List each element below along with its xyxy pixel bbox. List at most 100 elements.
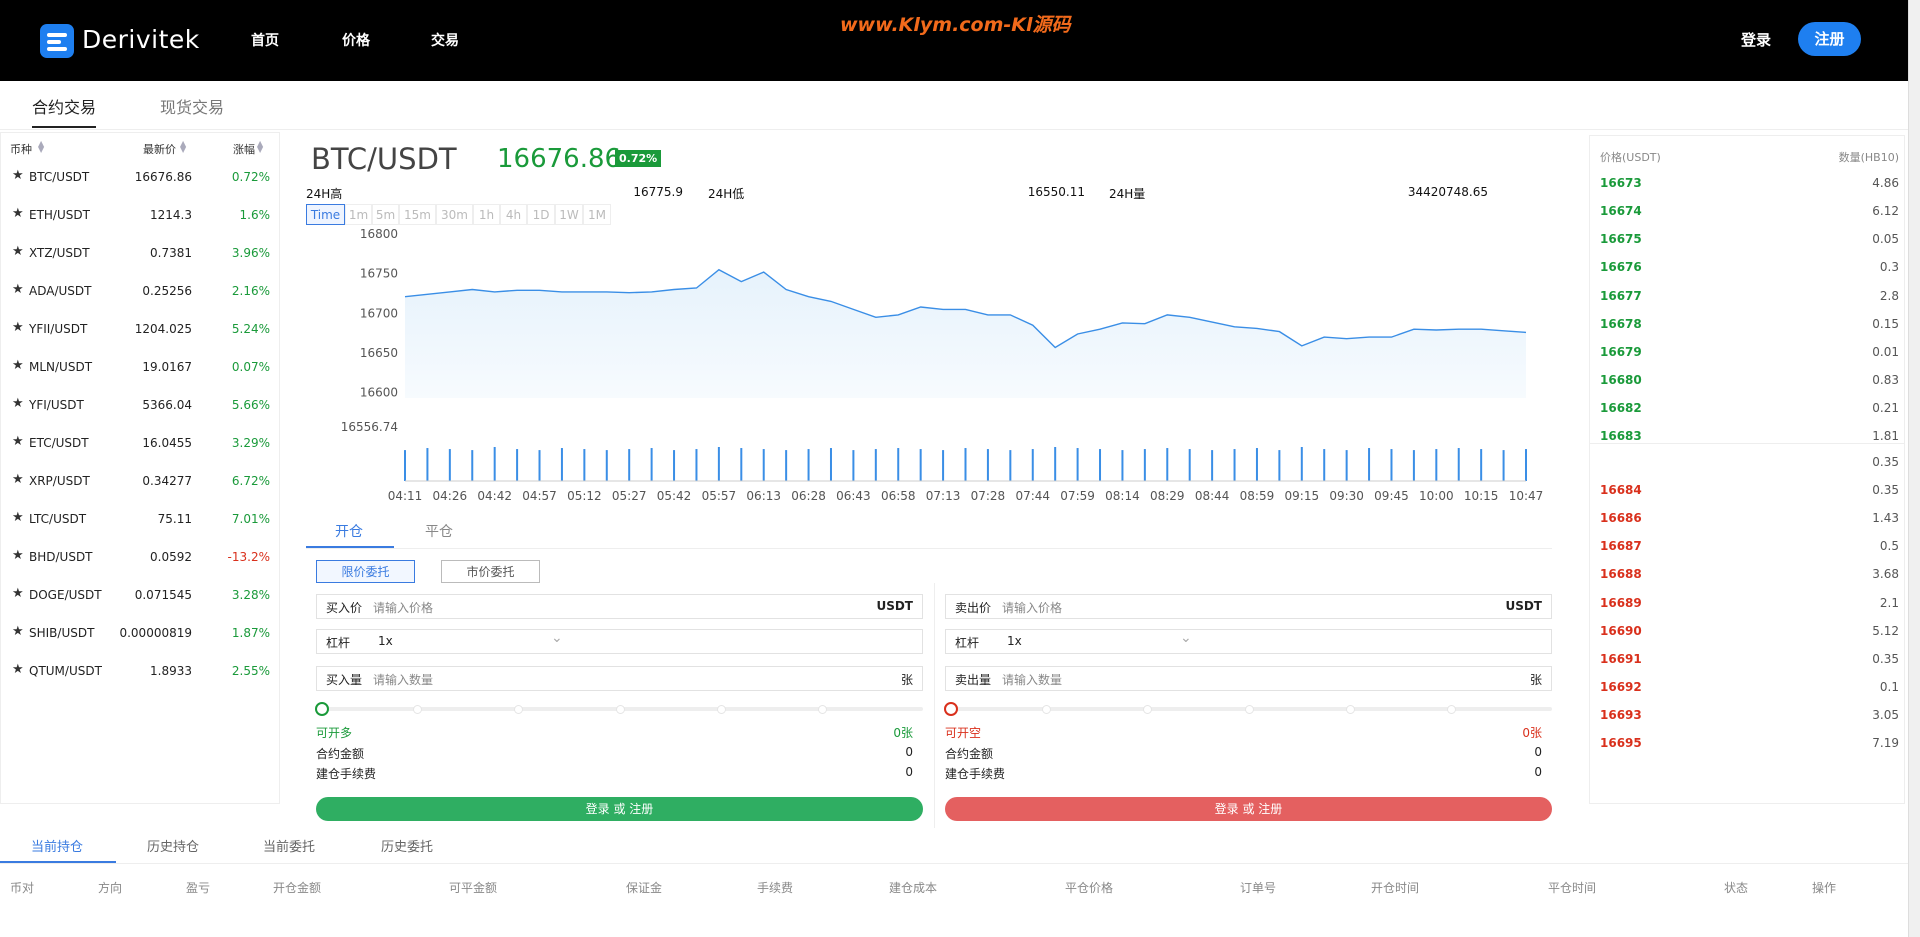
x-tick-label: 10:15	[1464, 489, 1499, 503]
page-tab[interactable]: 现货交易	[160, 98, 225, 117]
position-tab[interactable]: 当前委托	[263, 840, 316, 855]
book-price[interactable]: 16682	[1600, 401, 1642, 416]
market-pair[interactable]: MLN/USDT	[29, 360, 93, 374]
book-price[interactable]: 16692	[1600, 680, 1642, 695]
market-pair[interactable]: XRP/USDT	[29, 474, 90, 488]
interval-button[interactable]: 1m	[345, 204, 372, 225]
book-price[interactable]: 16680	[1600, 373, 1642, 388]
header-bar	[0, 0, 1908, 81]
market-change: 2.16%	[231, 284, 270, 298]
submit-button[interactable]: 登录 或 注册	[945, 797, 1552, 821]
slider-handle[interactable]	[315, 702, 329, 716]
position-tab[interactable]: 历史委托	[381, 840, 434, 855]
book-price[interactable]: 16695	[1600, 736, 1642, 751]
brand: Derivitek	[82, 25, 200, 54]
book-price[interactable]: 16688	[1600, 567, 1642, 582]
interval-button[interactable]: 1W	[555, 204, 583, 225]
book-price[interactable]: 16679	[1600, 344, 1642, 359]
input-box[interactable]	[945, 666, 1552, 691]
book-price[interactable]: 16675	[1600, 232, 1642, 247]
slider-dot	[1446, 705, 1456, 714]
market-pair[interactable]: YFII/USDT	[29, 322, 88, 336]
input-box[interactable]	[316, 594, 923, 619]
interval-button[interactable]: 1D	[527, 204, 555, 225]
market-pair[interactable]: YFI/USDT	[29, 398, 84, 412]
market-column-header: 涨幅	[233, 143, 255, 156]
book-price[interactable]: 16687	[1600, 539, 1642, 554]
market-pair[interactable]: LTC/USDT	[29, 512, 87, 526]
market-pair[interactable]: QTUM/USDT	[29, 664, 102, 678]
book-price[interactable]: 16677	[1600, 288, 1642, 303]
interval-button[interactable]: 1h	[473, 204, 500, 225]
x-tick-label: 09:30	[1329, 489, 1364, 503]
star-icon: ★	[12, 586, 24, 601]
book-price[interactable]: 16676	[1600, 260, 1642, 275]
book-price[interactable]: 16683	[1600, 429, 1642, 444]
market-change: -13.2%	[227, 550, 270, 564]
interval-button[interactable]: 30m	[436, 204, 473, 225]
market-pair[interactable]: ETH/USDT	[29, 208, 90, 222]
market-pair[interactable]: DOGE/USDT	[29, 588, 102, 602]
order-type[interactable]: 市价委托	[441, 560, 540, 583]
book-amount: 0.35	[1872, 651, 1899, 666]
book-amount: 0.21	[1872, 401, 1899, 416]
market-pair[interactable]: ADA/USDT	[29, 284, 92, 298]
interval-button[interactable]: 15m	[399, 204, 436, 225]
market-pair[interactable]: ETC/USDT	[29, 436, 89, 450]
interval-button[interactable]: 5m	[372, 204, 399, 225]
login-link[interactable]: 登录	[1741, 31, 1772, 49]
book-divider	[1590, 443, 1904, 444]
book-price[interactable]: 16674	[1600, 204, 1642, 219]
nav-link[interactable]: 首页	[251, 33, 279, 49]
y-tick-label: 16800	[360, 227, 398, 241]
input-label: 买入价	[326, 601, 363, 615]
nav-link[interactable]: 价格	[342, 33, 370, 49]
volume-bar	[1188, 449, 1191, 481]
input-box[interactable]	[945, 629, 1552, 654]
interval-button[interactable]: 1M	[583, 204, 611, 225]
volume-bar	[538, 450, 541, 481]
volume-bar	[1457, 448, 1460, 481]
market-pair[interactable]: BHD/USDT	[29, 550, 93, 564]
slider-dot	[1042, 705, 1052, 714]
volume-bar	[762, 449, 765, 481]
book-price[interactable]: 16689	[1600, 595, 1642, 610]
book-price[interactable]: 16678	[1600, 316, 1642, 331]
star-icon: ★	[12, 396, 24, 411]
market-pair[interactable]: XTZ/USDT	[29, 246, 90, 260]
input-box[interactable]	[316, 629, 923, 654]
info-label: 建仓手续费	[316, 767, 377, 781]
interval-button[interactable]: 4h	[500, 204, 527, 225]
interval-button[interactable]: Time	[306, 204, 345, 225]
volume-bar	[560, 448, 563, 481]
book-price[interactable]: 16684	[1600, 483, 1642, 497]
book-price[interactable]: 16690	[1600, 623, 1642, 638]
input-box[interactable]	[945, 594, 1552, 619]
trade-tab[interactable]: 平仓	[425, 524, 453, 540]
sort-icon: ▲ ▼	[180, 139, 187, 154]
trade-tab[interactable]: 开仓	[335, 524, 363, 540]
slider-handle[interactable]	[944, 702, 958, 716]
star-icon: ★	[12, 510, 24, 525]
order-type[interactable]: 限价委托	[316, 560, 415, 583]
market-pair[interactable]: BTC/USDT	[29, 170, 90, 184]
book-price[interactable]: 16686	[1600, 511, 1642, 526]
submit-button[interactable]: 登录 或 注册	[316, 797, 923, 821]
book-price[interactable]: 16693	[1600, 708, 1642, 723]
x-tick-label: 05:27	[612, 489, 647, 503]
market-price: 16.0455	[142, 436, 192, 450]
position-tab[interactable]: 历史持仓	[147, 840, 200, 855]
market-pair[interactable]: SHIB/USDT	[29, 626, 95, 640]
page-tab[interactable]: 合约交易	[32, 98, 97, 117]
position-tab[interactable]: 当前持仓	[31, 840, 84, 855]
register-button[interactable]: 注册	[1798, 22, 1861, 56]
book-price[interactable]: 16673	[1600, 176, 1642, 190]
position-column-header: 状态	[1724, 881, 1749, 895]
input-box[interactable]	[316, 666, 923, 691]
x-tick-label: 08:59	[1240, 489, 1275, 503]
nav-link[interactable]: 交易	[431, 33, 459, 49]
avail-label: 可开多	[316, 726, 353, 740]
input-label: 卖出量	[955, 673, 992, 687]
book-price[interactable]: 16691	[1600, 651, 1642, 666]
watermark: www.Klym.com-Kl源码	[840, 14, 1071, 36]
